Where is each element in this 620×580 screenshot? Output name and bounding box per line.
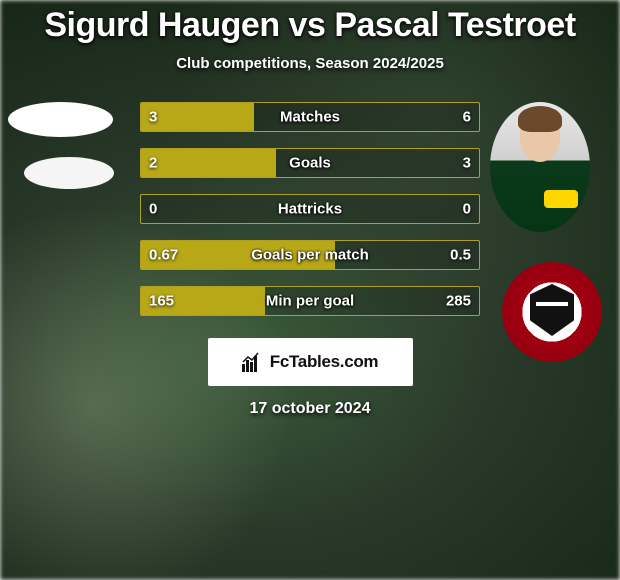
stat-value-right: 0: [463, 201, 471, 218]
stat-value-right: 285: [446, 293, 471, 310]
stat-value-right: 6: [463, 109, 471, 126]
stat-value-right: 0.5: [450, 247, 471, 264]
stat-value-left: 0: [149, 201, 157, 218]
subtitle: Club competitions, Season 2024/2025: [0, 55, 620, 72]
comparison-card: Sigurd Haugen vs Pascal Testroet Club co…: [0, 0, 620, 580]
stat-value-left: 0.67: [149, 247, 178, 264]
player-left-avatar: [8, 102, 113, 137]
stat-fill-left: [141, 149, 276, 177]
brand-icon: [242, 352, 264, 372]
stat-value-left: 165: [149, 293, 174, 310]
stat-rows: 36Matches23Goals00Hattricks0.670.5Goals …: [140, 102, 480, 316]
stat-value-left: 3: [149, 109, 157, 126]
page-title: Sigurd Haugen vs Pascal Testroet: [0, 6, 620, 45]
club-right-crest: [530, 284, 574, 336]
club-left-logo: [24, 157, 114, 189]
stat-value-right: 3: [463, 155, 471, 172]
stat-row: 0.670.5Goals per match: [140, 240, 480, 270]
stats-section: 36Matches23Goals00Hattricks0.670.5Goals …: [0, 102, 620, 316]
stat-row: 36Matches: [140, 102, 480, 132]
date-label: 17 october 2024: [0, 400, 620, 418]
stat-label: Hattricks: [141, 201, 479, 218]
brand-text: FcTables.com: [270, 352, 379, 372]
brand-badge: FcTables.com: [208, 338, 413, 386]
club-right-logo: [502, 262, 602, 362]
stat-fill-left: [141, 103, 254, 131]
jersey-sponsor: [544, 190, 578, 208]
stat-value-left: 2: [149, 155, 157, 172]
player-right-avatar: [490, 102, 590, 232]
stat-row: 165285Min per goal: [140, 286, 480, 316]
stat-row: 0 0Hattricks: [140, 194, 480, 224]
stat-row: 23Goals: [140, 148, 480, 178]
